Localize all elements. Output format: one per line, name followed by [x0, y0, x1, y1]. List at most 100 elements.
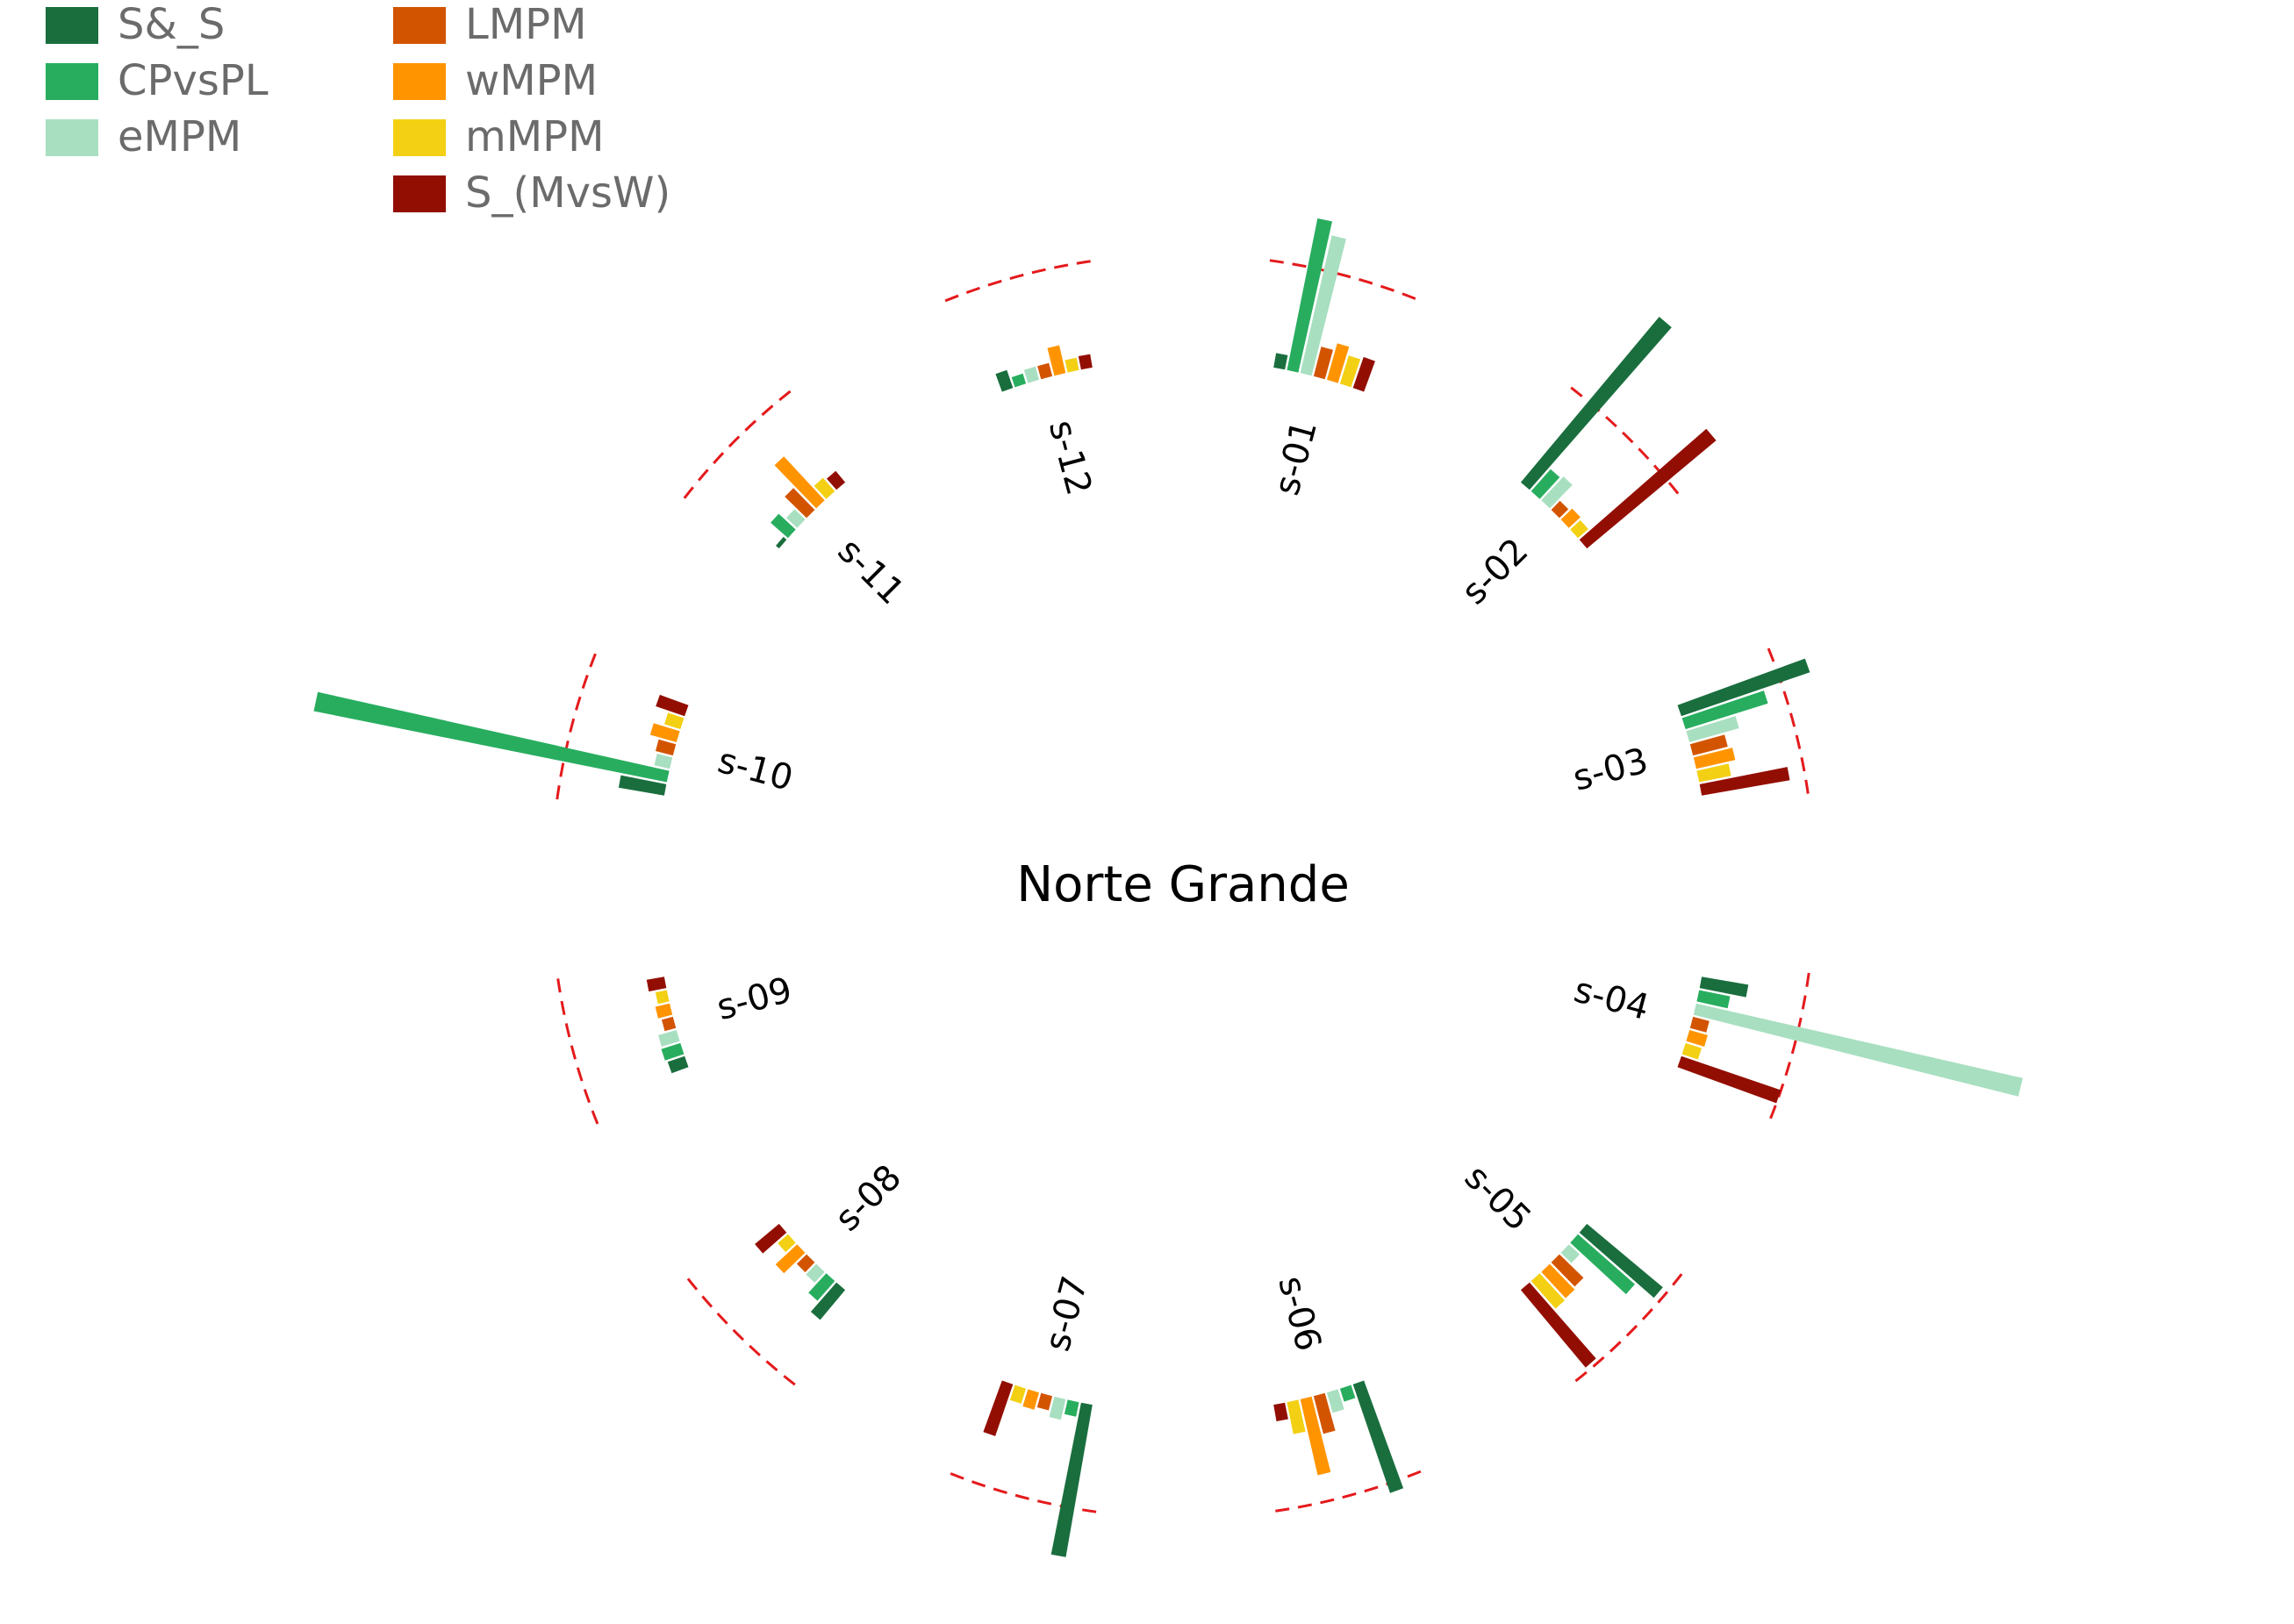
bar-s-02-lmpm	[1551, 500, 1569, 519]
sector-label-s-08: s-08	[828, 1157, 909, 1239]
bar-s-06-s-s	[1352, 1380, 1404, 1493]
bar-s-04-wmpm	[1686, 1030, 1708, 1047]
bar-s-04-mmpm	[1681, 1042, 1702, 1060]
bar-s-01-cpvspl	[1287, 218, 1332, 373]
bar-s-12-cpvspl	[1011, 373, 1027, 388]
legend-label-mmpm: mMPM	[465, 112, 605, 161]
bar-s-03-empm	[1686, 716, 1739, 742]
reference-circle	[556, 259, 1810, 1513]
bar-s-11-mmpm	[814, 477, 835, 499]
bar-s-04-s-mvsw	[1677, 1055, 1781, 1104]
bar-s-12-mmpm	[1065, 357, 1079, 373]
chart-title: Norte Grande	[1016, 856, 1350, 913]
bar-s-01-s-s	[1273, 353, 1288, 370]
reference-arc-s-11	[683, 386, 796, 499]
bar-s-05-mmpm	[1531, 1273, 1565, 1309]
bar-s-03-cpvspl	[1681, 690, 1768, 730]
bar-s-10-empm	[654, 754, 673, 769]
legend-swatch-s-s	[46, 7, 98, 44]
bar-s-10-s-mvsw	[656, 694, 689, 717]
bar-s-03-lmpm	[1689, 734, 1728, 756]
bar-s-09-s-s	[667, 1055, 689, 1074]
bar-s-10-mmpm	[664, 712, 685, 730]
bar-s-08-lmpm	[796, 1254, 815, 1273]
legend-label-s-s: S&_S	[118, 0, 225, 49]
legend-label-cpvspl: CPvsPL	[118, 56, 269, 105]
bar-s-06-cpvspl	[1339, 1384, 1356, 1402]
sector-label-s-12: s-12	[1041, 416, 1100, 499]
bar-s-09-lmpm	[662, 1016, 677, 1032]
bar-s-09-wmpm	[655, 1003, 673, 1019]
bar-s-11-cpvspl	[771, 513, 796, 539]
bar-s-07-mmpm	[1009, 1384, 1027, 1404]
reference-arc-s-06	[1269, 1470, 1422, 1513]
reference-arc-s-10	[556, 647, 599, 800]
bar-s-10-s-s	[618, 775, 667, 796]
bar-s-06-mmpm	[1287, 1399, 1306, 1434]
bar-s-04-cpvspl	[1696, 990, 1731, 1009]
bar-s-08-s-mvsw	[755, 1223, 787, 1254]
legend-swatch-mmpm	[393, 119, 446, 156]
bar-s-05-wmpm	[1541, 1263, 1575, 1298]
bar-s-02-s-mvsw	[1579, 428, 1717, 549]
bar-s-05-s-s	[1579, 1223, 1663, 1298]
bar-s-12-wmpm	[1047, 345, 1066, 376]
sector-label-s-03: s-03	[1569, 740, 1652, 799]
bar-s-12-s-s	[995, 369, 1014, 392]
bar-s-01-lmpm	[1313, 347, 1333, 380]
bar-s-07-empm	[1049, 1396, 1066, 1420]
bar-s-07-wmpm	[1022, 1389, 1039, 1410]
bar-s-09-cpvspl	[661, 1042, 685, 1061]
legend-swatch-s-mvsw	[393, 175, 446, 212]
bar-s-11-lmpm	[785, 488, 815, 519]
legend-swatch-empm	[46, 119, 98, 156]
bar-s-03-wmpm	[1693, 748, 1736, 769]
sector-label-s-02: s-02	[1454, 531, 1536, 612]
bar-s-07-cpvspl	[1064, 1399, 1079, 1417]
bar-s-06-s-mvsw	[1273, 1402, 1288, 1421]
bar-s-03-s-mvsw	[1699, 767, 1790, 796]
legend-swatch-lmpm	[393, 7, 446, 44]
legend-label-empm: eMPM	[118, 112, 241, 161]
bar-s-11-s-s	[776, 536, 787, 549]
bar-s-01-wmpm	[1327, 343, 1350, 383]
bar-s-08-wmpm	[775, 1244, 806, 1274]
bar-s-11-s-mvsw	[827, 470, 846, 490]
legend-label-wmpm: wMPM	[465, 56, 598, 105]
legend-swatch-cpvspl	[46, 63, 98, 100]
bar-s-06-wmpm	[1300, 1396, 1331, 1476]
reference-arc-s-02	[1570, 386, 1683, 499]
bar-s-06-empm	[1327, 1389, 1344, 1413]
legend: S&_S CPvsPL eMPM LMPM wMPM mMPM S_(MvsW)	[46, 0, 670, 218]
bar-s-05-lmpm	[1551, 1254, 1584, 1287]
legend-label-lmpm: LMPM	[465, 0, 587, 49]
bar-s-10-cpvspl	[313, 691, 670, 783]
bar-s-03-s-s	[1677, 658, 1810, 717]
bar-s-04-empm	[1693, 1003, 2023, 1097]
bar-s-11-empm	[786, 509, 806, 528]
bar-s-11-wmpm	[774, 456, 825, 509]
bar-s-04-lmpm	[1689, 1016, 1710, 1033]
reference-arc-s-09	[556, 972, 599, 1125]
legend-label-s-mvsw: S_(MvsW)	[465, 168, 670, 218]
bar-s-02-s-s	[1520, 317, 1672, 490]
bars	[313, 218, 2023, 1557]
bar-s-02-cpvspl	[1531, 469, 1560, 499]
bar-s-01-mmpm	[1339, 355, 1361, 388]
bar-s-09-mmpm	[655, 990, 670, 1005]
sector-label-s-01: s-01	[1266, 416, 1325, 499]
reference-arc-s-05	[1570, 1273, 1683, 1386]
bar-s-05-empm	[1560, 1244, 1580, 1263]
reference-arc-s-04	[1767, 972, 1810, 1125]
bar-s-09-empm	[658, 1030, 680, 1047]
bar-s-08-empm	[806, 1263, 825, 1283]
sector-label-s-07: s-07	[1037, 1272, 1096, 1356]
sector-label-s-06: s-06	[1270, 1272, 1329, 1356]
bar-s-04-s-s	[1699, 977, 1749, 998]
legend-swatch-wmpm	[393, 63, 446, 100]
bar-s-12-lmpm	[1037, 362, 1053, 380]
bar-s-12-s-mvsw	[1078, 354, 1093, 370]
bar-s-03-mmpm	[1696, 763, 1731, 783]
bar-s-08-mmpm	[778, 1234, 796, 1253]
reference-arc-s-07	[944, 1470, 1097, 1513]
